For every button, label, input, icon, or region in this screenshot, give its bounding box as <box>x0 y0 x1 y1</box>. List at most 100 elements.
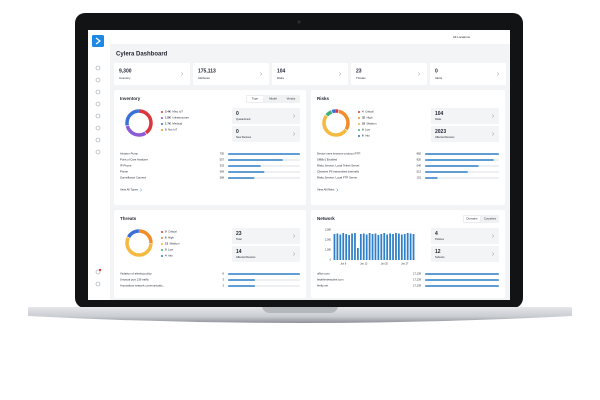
legend-count: 1.8K <box>165 116 171 120</box>
stat-card[interactable] <box>232 126 300 142</box>
chevron[interactable] <box>418 72 421 76</box>
card-label: Risks <box>435 117 442 121</box>
location-select[interactable]: All Locations <box>453 35 471 39</box>
view-all-link[interactable]: View All Types <box>120 188 139 192</box>
list-name[interactable]: Risky Service: Local Telnet Server <box>317 164 359 168</box>
chevron[interactable] <box>497 72 500 76</box>
chevron[interactable] <box>492 132 495 136</box>
panel <box>114 90 306 205</box>
x-tick-label: Jun 20 <box>381 263 389 266</box>
link-chevron[interactable] <box>140 188 142 192</box>
bar <box>354 233 356 260</box>
list-name[interactable]: Risky Service: Local FTP Server <box>317 176 357 180</box>
legend-count: 32 <box>362 116 366 120</box>
list-name[interactable]: Infusion Pump <box>120 152 138 156</box>
bar <box>389 233 391 260</box>
legend-label: Critical <box>365 110 374 114</box>
chevron[interactable] <box>293 234 296 238</box>
list-name[interactable]: Cleartext PII transmitted internally <box>317 170 360 174</box>
chevron[interactable] <box>293 132 296 136</box>
bar <box>365 234 368 260</box>
list-name[interactable]: Anomalous network communicatio... <box>120 284 165 288</box>
legend-label: Not IoT <box>168 128 177 132</box>
tab[interactable]: Vendor <box>287 97 296 101</box>
view-all-link[interactable]: View All Risks <box>317 188 335 192</box>
card-value: 2023 <box>435 129 446 135</box>
tile-label: Attributes <box>198 76 210 80</box>
stat-card[interactable] <box>431 108 499 124</box>
chevron[interactable] <box>260 72 263 76</box>
list-name[interactable]: Unusual port 139 traffic <box>120 278 149 282</box>
list-bar <box>425 273 499 275</box>
summary-tile[interactable] <box>193 63 269 85</box>
legend-dot <box>161 123 163 125</box>
list-value: 17,139 <box>413 272 421 276</box>
summary-tile[interactable] <box>114 63 190 85</box>
dashboard: Cylera Dashboard All Locations 9,300 Inve… <box>114 35 506 298</box>
tab[interactable]: Type <box>252 97 259 101</box>
tab[interactable]: Domains <box>466 217 478 221</box>
base-notch <box>262 307 338 313</box>
list-bar <box>228 279 255 281</box>
tab[interactable]: Countries <box>484 217 497 221</box>
list-value: 8 <box>223 272 225 276</box>
chevron[interactable] <box>293 114 296 118</box>
laptop-base <box>28 307 572 323</box>
stat-card[interactable] <box>232 108 300 124</box>
panel-title: Inventory <box>120 96 141 101</box>
list-name[interactable]: office.com <box>317 272 330 276</box>
legend-count: 6 <box>362 134 364 138</box>
list-name[interactable]: firefly.net <box>317 284 328 288</box>
stat-card[interactable] <box>431 246 499 262</box>
bar <box>400 234 403 260</box>
tab[interactable]: Model <box>269 97 277 101</box>
stat-card[interactable] <box>431 126 499 142</box>
card-value: 104 <box>435 111 444 117</box>
chevron[interactable] <box>492 234 495 238</box>
list-name[interactable]: Printer <box>120 170 128 174</box>
legend-count: 1.7K <box>165 122 171 126</box>
chevron[interactable] <box>181 72 184 76</box>
chevron[interactable] <box>339 72 342 76</box>
legend-label: Misc IoT <box>172 110 183 114</box>
bar <box>383 233 386 260</box>
summary-tile[interactable] <box>272 63 348 85</box>
stat-card[interactable] <box>232 246 300 262</box>
legend-label: Infrastructure <box>172 116 189 120</box>
list-name[interactable]: Point of Care Analyzer <box>120 158 148 162</box>
summary-tile[interactable] <box>430 63 506 85</box>
donut-segment <box>125 109 153 137</box>
list-name[interactable]: healthinteractive.com <box>317 278 344 282</box>
legend-count: 0 <box>165 128 167 132</box>
stat-card[interactable] <box>431 228 499 244</box>
stat-card[interactable] <box>232 228 300 244</box>
legend-count: 2.4K <box>165 110 171 114</box>
list-name[interactable]: SMBv1 Enabled <box>317 158 338 162</box>
list-name[interactable]: IP Phone <box>120 164 132 168</box>
summary-tile[interactable] <box>351 63 427 85</box>
legend-label: Low <box>365 128 371 132</box>
list-bar <box>425 159 494 161</box>
chevron[interactable] <box>492 114 495 118</box>
legend-dot <box>161 243 163 245</box>
x-tick-label: Jun 13 <box>360 263 368 266</box>
list-name[interactable]: Surveillance Camera <box>120 176 146 180</box>
list-bar <box>228 273 300 275</box>
link-chevron[interactable] <box>336 188 339 192</box>
bar-track <box>425 177 499 179</box>
bar <box>380 234 383 260</box>
legend-label: Medium <box>170 242 181 246</box>
bar <box>406 233 409 260</box>
panel <box>311 90 505 205</box>
list-bar <box>228 177 255 179</box>
list-name[interactable]: Violation of alerting policy <box>120 272 152 276</box>
chevron[interactable] <box>492 252 495 256</box>
card-value: 12 <box>435 249 441 255</box>
list-value: 3 <box>223 284 225 288</box>
bar <box>368 233 371 260</box>
list-name[interactable]: Device uses insecure protocol FTP <box>317 152 361 156</box>
chevron[interactable] <box>293 252 296 256</box>
sidebar <box>88 30 110 300</box>
legend-dot <box>358 111 360 113</box>
